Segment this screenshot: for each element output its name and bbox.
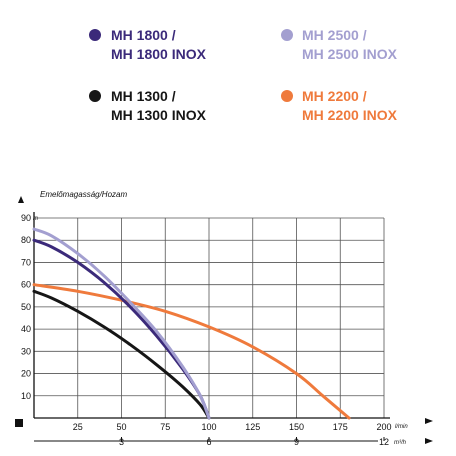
origin-square-icon: [15, 419, 23, 427]
x-tick-label-200: 200: [376, 422, 391, 432]
legend-label-mh1800-line2: MH 1800 INOX: [111, 46, 207, 62]
legend: MH 1800 / MH 1800 INOX MH 2500 / MH 2500…: [89, 27, 398, 123]
legend-item-mh2200: MH 2200 / MH 2200 INOX: [281, 88, 398, 123]
series-line-mh2200: [32, 283, 351, 420]
x-tick-label-175: 175: [333, 422, 348, 432]
y-tick-label-60: 60: [21, 280, 31, 290]
x2-tick-label-3: 3: [119, 437, 124, 447]
x2-tick-label-6: 6: [206, 437, 211, 447]
x-axis-unit-lmin: l/min: [395, 424, 408, 430]
legend-item-mh1300: MH 1300 / MH 1300 INOX: [89, 88, 207, 123]
legend-label-mh2500-line1: MH 2500 /: [302, 27, 367, 43]
x2-tick-label-12: 12: [379, 437, 389, 447]
legend-marker-mh2500: [281, 29, 293, 41]
x-axis-unit-m3h: m³/h: [394, 440, 407, 446]
y-tick-label-30: 30: [21, 346, 31, 356]
x-tick-label-150: 150: [289, 422, 304, 432]
x2-axis-arrow-icon: [425, 438, 433, 444]
y-tick-label-40: 40: [21, 324, 31, 334]
x-tick-label-125: 125: [245, 422, 260, 432]
x-tick-label-75: 75: [160, 422, 170, 432]
grid: [33, 212, 390, 419]
legend-item-mh2500: MH 2500 / MH 2500 INOX: [281, 27, 398, 62]
x2-tick-label-9: 9: [294, 437, 299, 447]
legend-label-mh2200-line2: MH 2200 INOX: [302, 107, 398, 123]
y-tick-label-80: 80: [21, 235, 31, 245]
x-tick-label-50: 50: [116, 422, 126, 432]
x-tick-label-100: 100: [201, 422, 216, 432]
y-axis-arrow-icon: [18, 196, 24, 203]
y-tick-label-90: 90: [21, 213, 31, 223]
x-tick-labels: 25 50 75 100 125 150 175 200: [73, 422, 392, 432]
legend-marker-mh2200: [281, 90, 293, 102]
legend-label-mh2200-line1: MH 2200 /: [302, 88, 367, 104]
series-line-mh2500: [32, 227, 211, 420]
legend-label-mh1800-line1: MH 1800 /: [111, 27, 176, 43]
legend-marker-mh1800: [89, 29, 101, 41]
curves: [32, 227, 351, 420]
y-tick-label-10: 10: [21, 391, 31, 401]
y-tick-labels: 10 20 30 40 50 60 70 80 90: [21, 213, 31, 401]
y-tick-label-70: 70: [21, 257, 31, 267]
y-axis-unit: m: [33, 216, 38, 222]
legend-marker-mh1300: [89, 90, 101, 102]
series-line-mh1300: [32, 289, 211, 420]
legend-label-mh1300-line2: MH 1300 INOX: [111, 107, 207, 123]
x2-tick-labels: 3 6 9 12: [119, 437, 389, 447]
x-axis-arrow-icon: [425, 418, 433, 424]
legend-item-mh1800: MH 1800 / MH 1800 INOX: [89, 27, 207, 62]
x-tick-label-25: 25: [73, 422, 83, 432]
y-tick-label-20: 20: [21, 369, 31, 379]
legend-label-mh2500-line2: MH 2500 INOX: [302, 46, 398, 62]
y-axis-title: Emelőmagasság/Hozam: [40, 190, 127, 199]
legend-label-mh1300-line1: MH 1300 /: [111, 88, 176, 104]
y-tick-label-50: 50: [21, 302, 31, 312]
